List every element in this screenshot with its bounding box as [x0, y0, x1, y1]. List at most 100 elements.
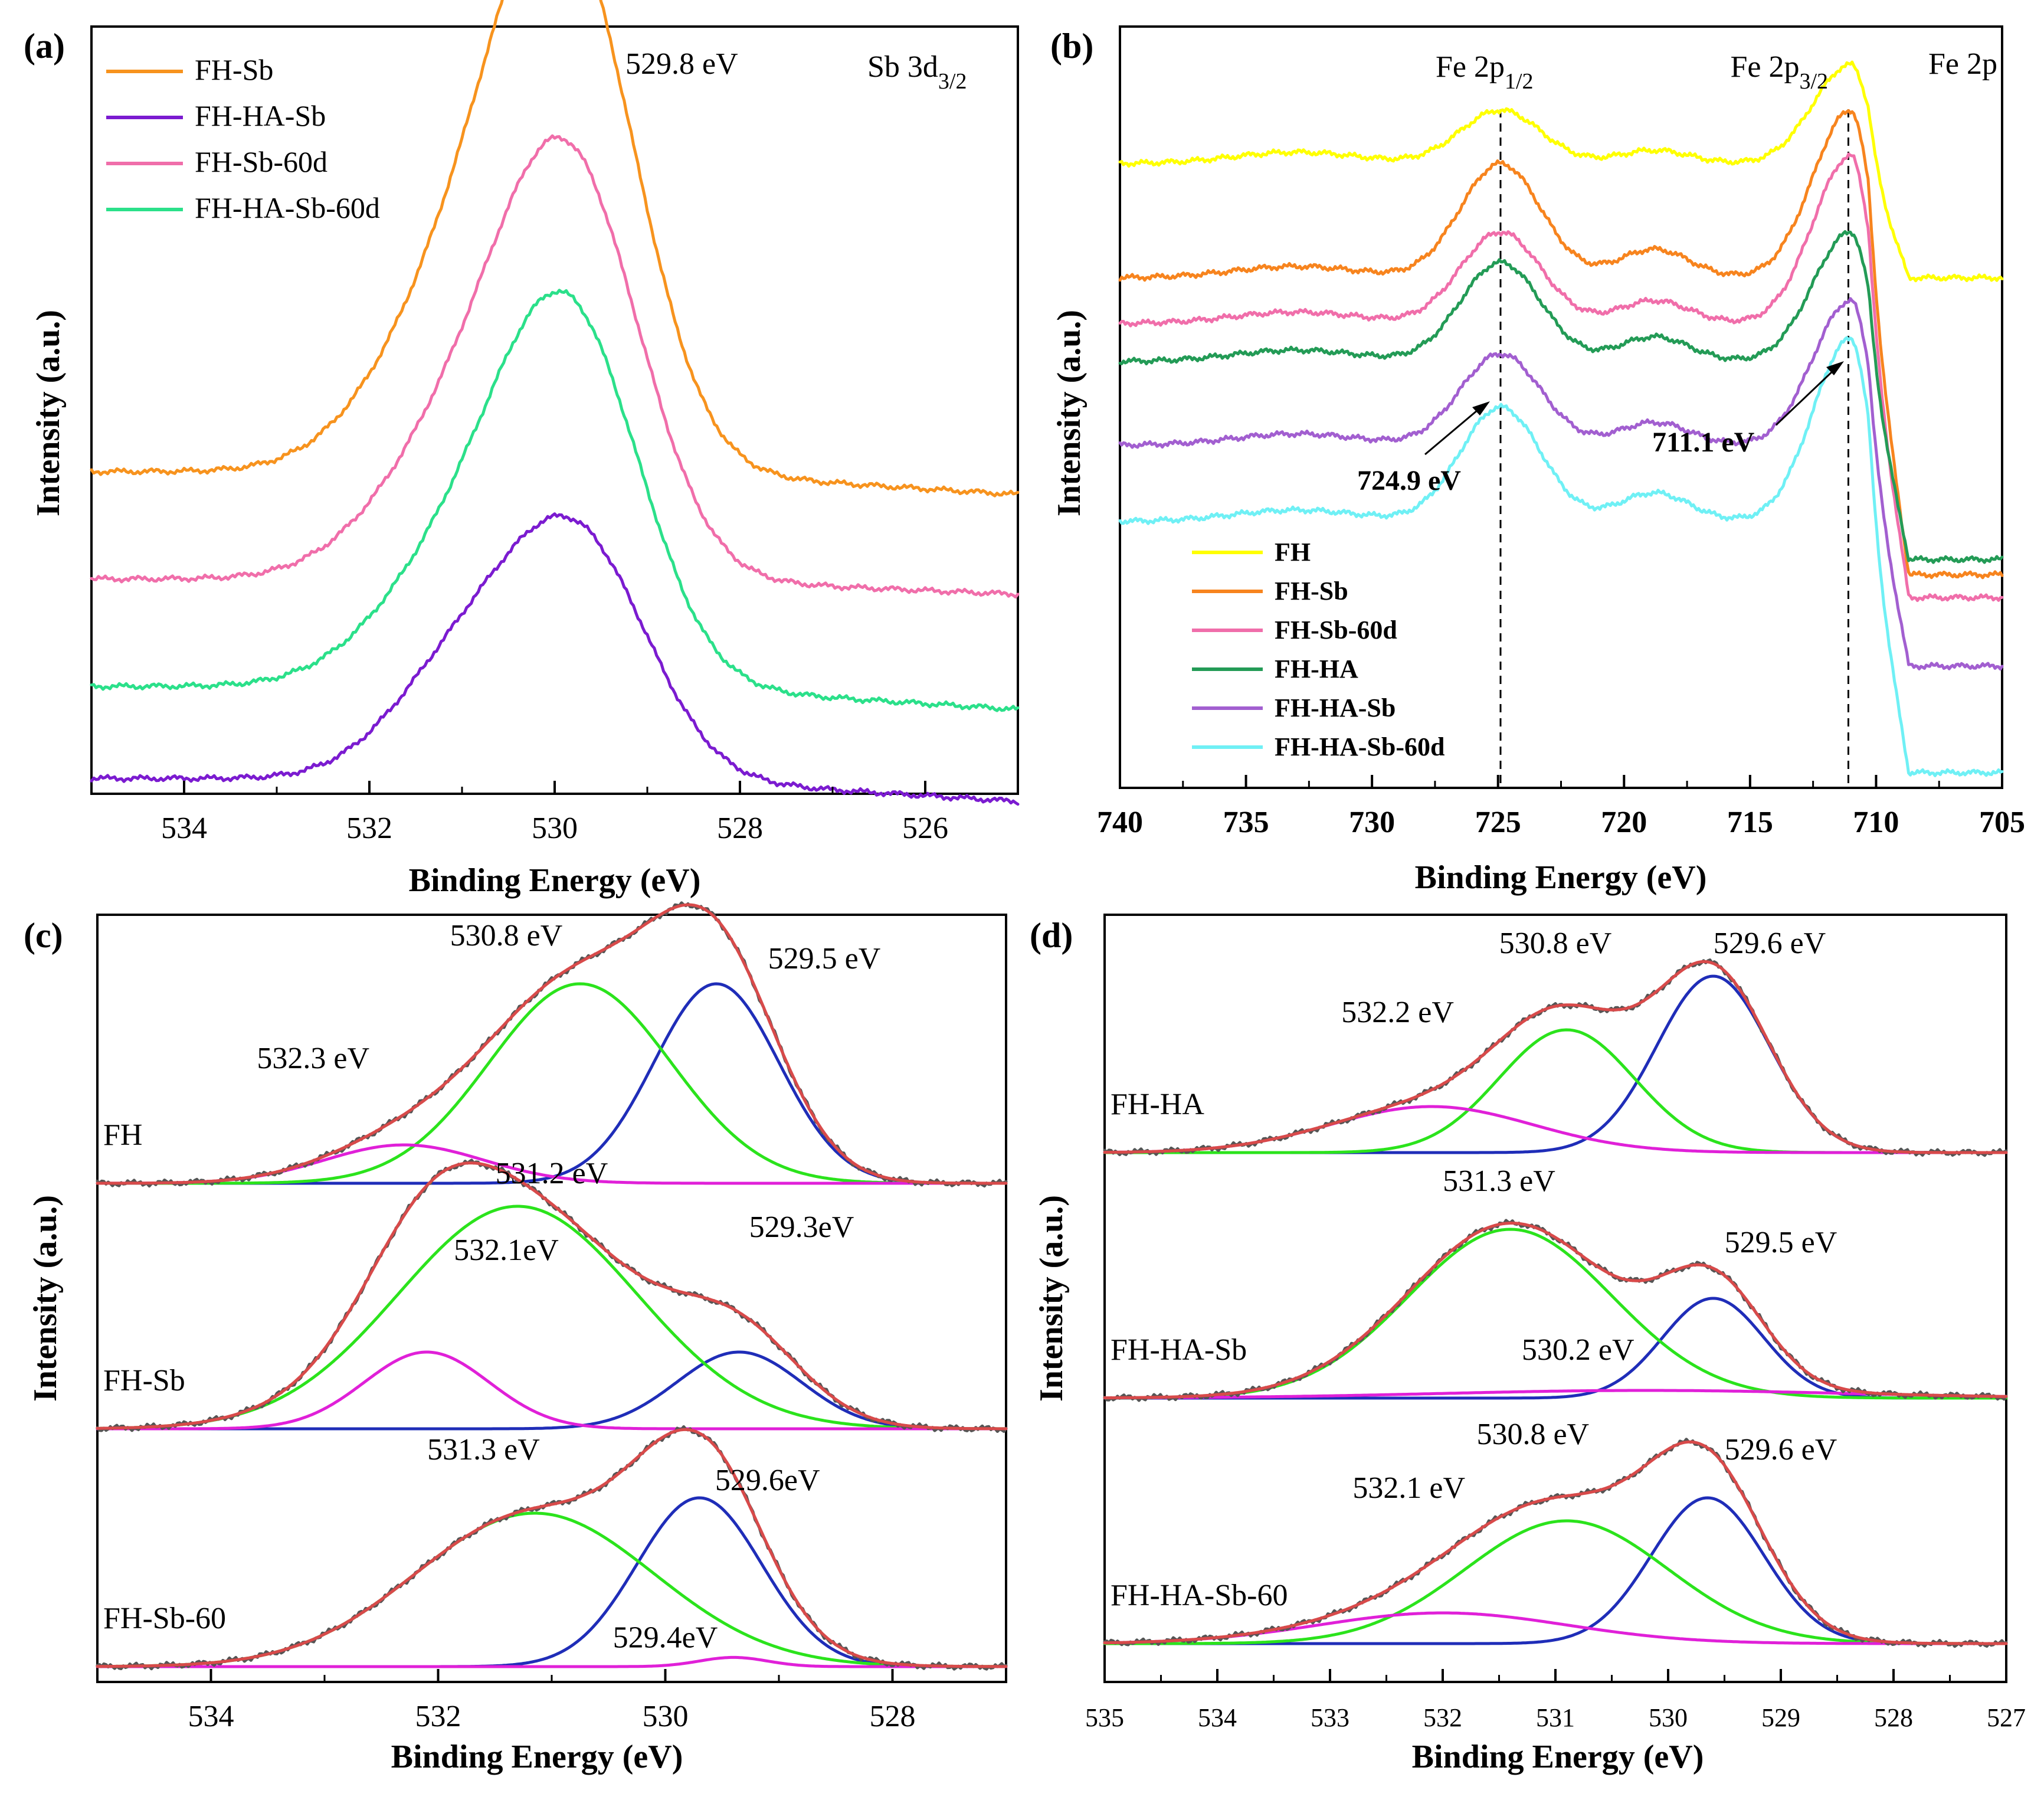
panel-a-x-tick-label-530: 530 [532, 811, 578, 845]
panel-d-x-tick-label-534: 534 [1198, 1703, 1237, 1732]
panel-d-y-axis-label: Intensity (a.u.) [1033, 1195, 1070, 1402]
panel-b-series-fh-ha-sb [1118, 297, 2004, 671]
panel-c: (c) FH 532.3 eV 530.8 eV 529.5 eV FH-Sb 532.1… [24, 901, 1008, 1775]
panel-d-x-tick-label-531: 531 [1536, 1703, 1575, 1732]
panel-c-fh-peak-label-530-8-ev: 530.8 eV [450, 919, 563, 953]
panel-b-arrowhead-711-1 [1826, 361, 1844, 375]
panel-c-fh-sb-60-sample-label: FH-Sb-60 [103, 1602, 226, 1635]
panel-a-label: (a) [24, 27, 65, 66]
panel-d-frame [1103, 914, 2007, 1683]
panel-d-x-tick-label-532: 532 [1423, 1703, 1462, 1732]
panel-b-annotation-724-9: 724.9 eV [1357, 465, 1461, 496]
panel-c-fh-sb-60-peak-label-531-3-ev: 531.3 eV [427, 1433, 540, 1467]
panel-d-x-tick-label-527: 527 [1987, 1703, 2026, 1732]
panel-b-arrow-711-1 [1775, 368, 1836, 426]
panel-a-series-fh-sb [90, 0, 1020, 498]
panel-d-fh-ha-raw-data [1103, 958, 2008, 1157]
panel-a-frame [90, 25, 1019, 795]
panel-c-fh-sb-60-peak-label-529-4ev: 529.4eV [613, 1621, 718, 1655]
panel-b-arrowhead-724-9 [1472, 401, 1490, 415]
panel-b-legend-label-fh: FH [1275, 538, 1311, 567]
panel-d-x-tick-label-535: 535 [1085, 1703, 1124, 1732]
panel-b-x-tick-label-715: 715 [1727, 806, 1773, 839]
panel-b-x-tick-label-735: 735 [1223, 806, 1269, 839]
panel-d-fh-ha-sb-60-peak-label-532-1-ev: 532.1 eV [1352, 1471, 1465, 1505]
panel-c-x-tick-label-530: 530 [643, 1700, 689, 1733]
panel-d-x-axis-label: Binding Energy (eV) [1412, 1739, 1704, 1775]
panel-b-annotation-711-1: 711.1 eV [1652, 427, 1755, 458]
panel-b-x-tick-label-725: 725 [1475, 806, 1521, 839]
panel-d-fh-ha-sb-60-component-529-65 [1103, 1496, 2008, 1645]
panel-d-label: (d) [1030, 916, 1073, 955]
panel-c-fh-sb-fit-envelope [96, 1161, 1008, 1431]
panel-d-fh-ha-sb-60-fit-envelope [1103, 1440, 2008, 1645]
panel-d-x-tick-label-529: 529 [1761, 1703, 1800, 1732]
panel-a-series-fh-sb-60d [90, 134, 1020, 599]
panel-d-fh-ha-sb-60-component-530-9 [1103, 1519, 2008, 1645]
panel-c-fh-sb-60-fit-envelope [96, 1428, 1008, 1668]
panel-c-fh-peak-label-532-3-ev: 532.3 eV [257, 1042, 369, 1075]
panel-c-x-tick-label-528: 528 [870, 1700, 916, 1733]
panel-d-fh-ha-sb-peak-label-529-5-ev: 529.5 eV [1725, 1226, 1837, 1259]
panel-c-fh-component-529-55 [96, 982, 1008, 1185]
panel-b-series-fh [1118, 60, 2004, 283]
panel-b-frame [1119, 25, 2003, 789]
panel-a-legend-label-fh-sb: FH-Sb [195, 53, 273, 86]
panel-c-fh-sb-peak-label-532-1ev: 532.1eV [454, 1233, 559, 1267]
panel-c-fh-sb-raw-data [96, 1158, 1008, 1433]
panel-b-series-fh-ha-sb-60d [1118, 336, 2004, 777]
panel-b-x-tick-label-705: 705 [1979, 806, 2025, 839]
panel-d-fh-ha-sb-peak-label-531-3-ev: 531.3 eV [1443, 1164, 1555, 1198]
panel-c-fh-sb-peak-label-531-2-ev: 531.2 eV [496, 1157, 608, 1190]
panel-c-y-axis-label: Intensity (a.u.) [27, 1195, 64, 1402]
panel-c-fh-sb-sample-label: FH-Sb [103, 1364, 185, 1398]
panel-d-fh-ha-peak-label-530-8-ev: 530.8 eV [1499, 927, 1612, 960]
panel-c-fh-sb-60-component-529-4 [96, 1655, 1008, 1668]
panel-b-y-axis-label: Intensity (a.u.) [1051, 310, 1087, 516]
panel-d-fh-ha-sb-component-531-4 [1103, 1228, 2008, 1400]
panel-c-x-tick-label-532: 532 [415, 1700, 461, 1733]
panel-c-fh-fit-envelope [96, 903, 1008, 1185]
panel-b-peak-label-1-main: Fe 2p [1436, 50, 1505, 84]
panel-d-fh-ha-fit-envelope [1103, 960, 2008, 1154]
panel-b: (b) 740 735 730 725 720 715 710 705 Binding Ene… [1050, 25, 2025, 896]
panel-a-peak-label: 529.8 eV [625, 47, 738, 81]
panel-c-frame [96, 914, 1007, 1683]
panel-a-corner-label: Sb 3d3/2 [867, 50, 967, 94]
panel-b-label: (b) [1050, 27, 1093, 66]
panel-c-fh-peak-label-529-5-ev: 529.5 eV [768, 942, 881, 976]
panel-d-fh-ha-peak-label-532-2-ev: 532.2 eV [1341, 996, 1454, 1029]
panel-a-legend-label-fh-sb-60d: FH-Sb-60d [195, 145, 327, 178]
panel-d-x-tick-label-528: 528 [1874, 1703, 1913, 1732]
panel-b-legend-label-fh-sb-60d: FH-Sb-60d [1275, 616, 1397, 644]
panel-d-fh-ha-sb-60-sample-label: FH-HA-Sb-60 [1111, 1579, 1288, 1612]
panel-d-fh-ha-peak-label-529-6-ev: 529.6 eV [1714, 927, 1826, 960]
panel-c-fh-sb-60-raw-data [96, 1425, 1008, 1671]
panel-d-fh-ha-component-530-9 [1103, 1028, 2008, 1154]
panel-a: (a) 534 532 530 528 526 Binding Energy (eV) … [24, 0, 1020, 899]
panel-d-x-tick-label-533: 533 [1311, 1703, 1349, 1732]
panel-d-fh-ha-sb-fit-envelope [1103, 1222, 2008, 1399]
panel-b-x-tick-label-710: 710 [1853, 806, 1899, 839]
panel-c-fh-sample-label: FH [103, 1118, 142, 1152]
panel-b-series-fh-sb [1118, 109, 2004, 580]
panel-d-fh-ha-sb-component-530-2 [1103, 1389, 2008, 1400]
panel-d-fh-ha-sample-label: FH-HA [1111, 1088, 1204, 1121]
panel-b-x-tick-label-720: 720 [1601, 806, 1647, 839]
panel-a-series-fh-ha-sb [90, 512, 1020, 806]
panel-b-x-axis-label: Binding Energy (eV) [1415, 859, 1707, 896]
panel-d-fh-ha-sb-raw-data [1103, 1219, 2008, 1402]
panel-a-x-tick-label-532: 532 [346, 811, 392, 845]
panel-b-arrow-724-9 [1424, 406, 1482, 456]
panel-b-peak-label-2: Fe 2p3/2 [1730, 50, 1828, 94]
panel-b-legend-label-fh-ha-sb-60d: FH-HA-Sb-60d [1275, 732, 1444, 761]
panel-b-x-tick-label-740: 740 [1097, 806, 1143, 839]
panel-b-legend-label-fh-ha: FH-HA [1275, 654, 1358, 683]
panel-a-legend: FH-Sb FH-HA-Sb FH-Sb-60d FH-HA-Sb-60d [106, 53, 380, 224]
panel-c-fh-sb-60-peak-label-529-6ev: 529.6eV [715, 1464, 820, 1497]
panel-a-legend-label-fh-ha-sb-60d: FH-HA-Sb-60d [195, 191, 380, 224]
panel-b-corner-label: Fe 2p [1928, 47, 1997, 81]
panel-d-fh-ha-sb-peak-label-530-2-ev: 530.2 eV [1522, 1333, 1634, 1367]
panel-d-fh-ha-sb-60-peak-label-529-6-ev: 529.6 eV [1725, 1433, 1837, 1467]
panel-b-legend-label-fh-sb: FH-Sb [1275, 577, 1348, 606]
